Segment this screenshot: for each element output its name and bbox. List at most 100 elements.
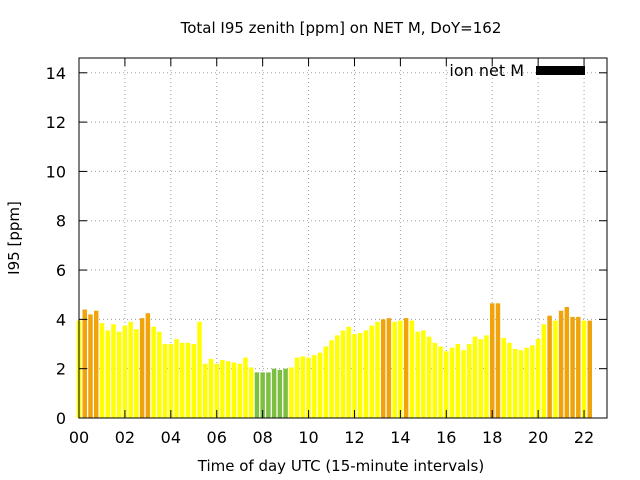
x-tick-label: 10 xyxy=(298,428,318,447)
bar xyxy=(294,357,300,418)
bar xyxy=(518,350,524,418)
bar xyxy=(248,367,254,418)
y-tick-label: 14 xyxy=(46,64,66,83)
x-tick-label: 16 xyxy=(436,428,456,447)
legend-swatch xyxy=(536,66,585,75)
bar xyxy=(369,325,374,418)
bar xyxy=(220,360,225,418)
bar xyxy=(312,355,317,418)
bar xyxy=(558,310,564,418)
bar xyxy=(185,342,191,418)
x-axis-label: Time of day UTC (15-minute intervals) xyxy=(197,457,484,475)
bar xyxy=(403,318,409,418)
bar xyxy=(300,356,306,418)
y-tick-label: 10 xyxy=(46,162,66,181)
bar xyxy=(489,303,495,418)
y-axis-label: I95 [ppm] xyxy=(5,201,23,275)
bar xyxy=(317,352,323,418)
bar xyxy=(415,331,420,418)
x-tick-label: 14 xyxy=(390,428,410,447)
bar xyxy=(88,314,93,418)
bar xyxy=(306,357,311,418)
bar xyxy=(587,320,593,418)
bar xyxy=(197,321,202,418)
y-tick-label: 6 xyxy=(56,261,66,280)
bar xyxy=(530,345,535,418)
bar xyxy=(231,362,237,418)
bar xyxy=(495,303,501,418)
bar xyxy=(438,346,443,418)
bar xyxy=(214,363,219,418)
bar xyxy=(346,326,351,418)
bar xyxy=(277,369,283,418)
bar xyxy=(116,331,122,418)
bar xyxy=(380,319,386,418)
bar xyxy=(461,350,466,418)
bar xyxy=(432,342,438,418)
bar xyxy=(266,372,271,418)
bar xyxy=(128,321,133,418)
x-tick-label: 04 xyxy=(161,428,181,447)
bar xyxy=(134,329,139,418)
y-tick-label: 8 xyxy=(56,212,66,231)
bar xyxy=(426,336,432,418)
bar xyxy=(122,325,128,418)
bar xyxy=(289,367,294,418)
bar xyxy=(507,342,512,418)
bar xyxy=(254,372,260,418)
bar xyxy=(512,348,518,418)
bar xyxy=(340,330,346,418)
bar xyxy=(535,339,541,418)
legend-label: ion net M xyxy=(449,61,524,80)
x-tick-label: 00 xyxy=(69,428,89,447)
bar xyxy=(151,326,156,418)
bar xyxy=(581,320,587,418)
bar xyxy=(99,323,105,418)
y-tick-label: 2 xyxy=(56,360,66,379)
x-tick-label: 08 xyxy=(252,428,272,447)
bar xyxy=(352,334,357,418)
bar xyxy=(329,340,334,418)
bar xyxy=(180,342,185,418)
bar xyxy=(203,363,208,418)
bar xyxy=(145,313,151,418)
bar xyxy=(105,330,110,418)
bar xyxy=(363,330,369,418)
bar xyxy=(478,339,483,418)
bar xyxy=(243,357,248,418)
bar xyxy=(570,316,575,418)
bar xyxy=(237,363,242,418)
bar xyxy=(386,318,392,418)
bar xyxy=(375,321,380,418)
bar xyxy=(484,335,489,418)
y-tick-label: 4 xyxy=(56,310,66,329)
bar xyxy=(208,358,214,418)
bar xyxy=(398,320,403,418)
bar xyxy=(357,332,363,418)
chart-title: Total I95 zenith [ppm] on NET M, DoY=162 xyxy=(180,19,502,37)
y-tick-label: 0 xyxy=(56,409,66,428)
bar xyxy=(111,324,116,418)
bar xyxy=(260,372,265,418)
x-tick-label: 02 xyxy=(115,428,135,447)
bar xyxy=(455,344,461,418)
bar xyxy=(467,344,472,418)
y-tick-label: 12 xyxy=(46,113,66,132)
bar xyxy=(421,330,426,418)
bars-layer xyxy=(76,303,593,418)
bar xyxy=(168,344,174,418)
bar xyxy=(157,331,162,418)
bar xyxy=(553,320,558,418)
bar xyxy=(139,318,145,418)
bar xyxy=(392,321,397,418)
bar xyxy=(576,316,581,418)
bar xyxy=(82,309,87,418)
bar xyxy=(547,315,552,418)
bar xyxy=(191,344,197,418)
plot-frame xyxy=(78,57,608,419)
x-tick-label: 22 xyxy=(574,428,594,447)
bar xyxy=(444,351,449,418)
bar xyxy=(174,339,179,418)
